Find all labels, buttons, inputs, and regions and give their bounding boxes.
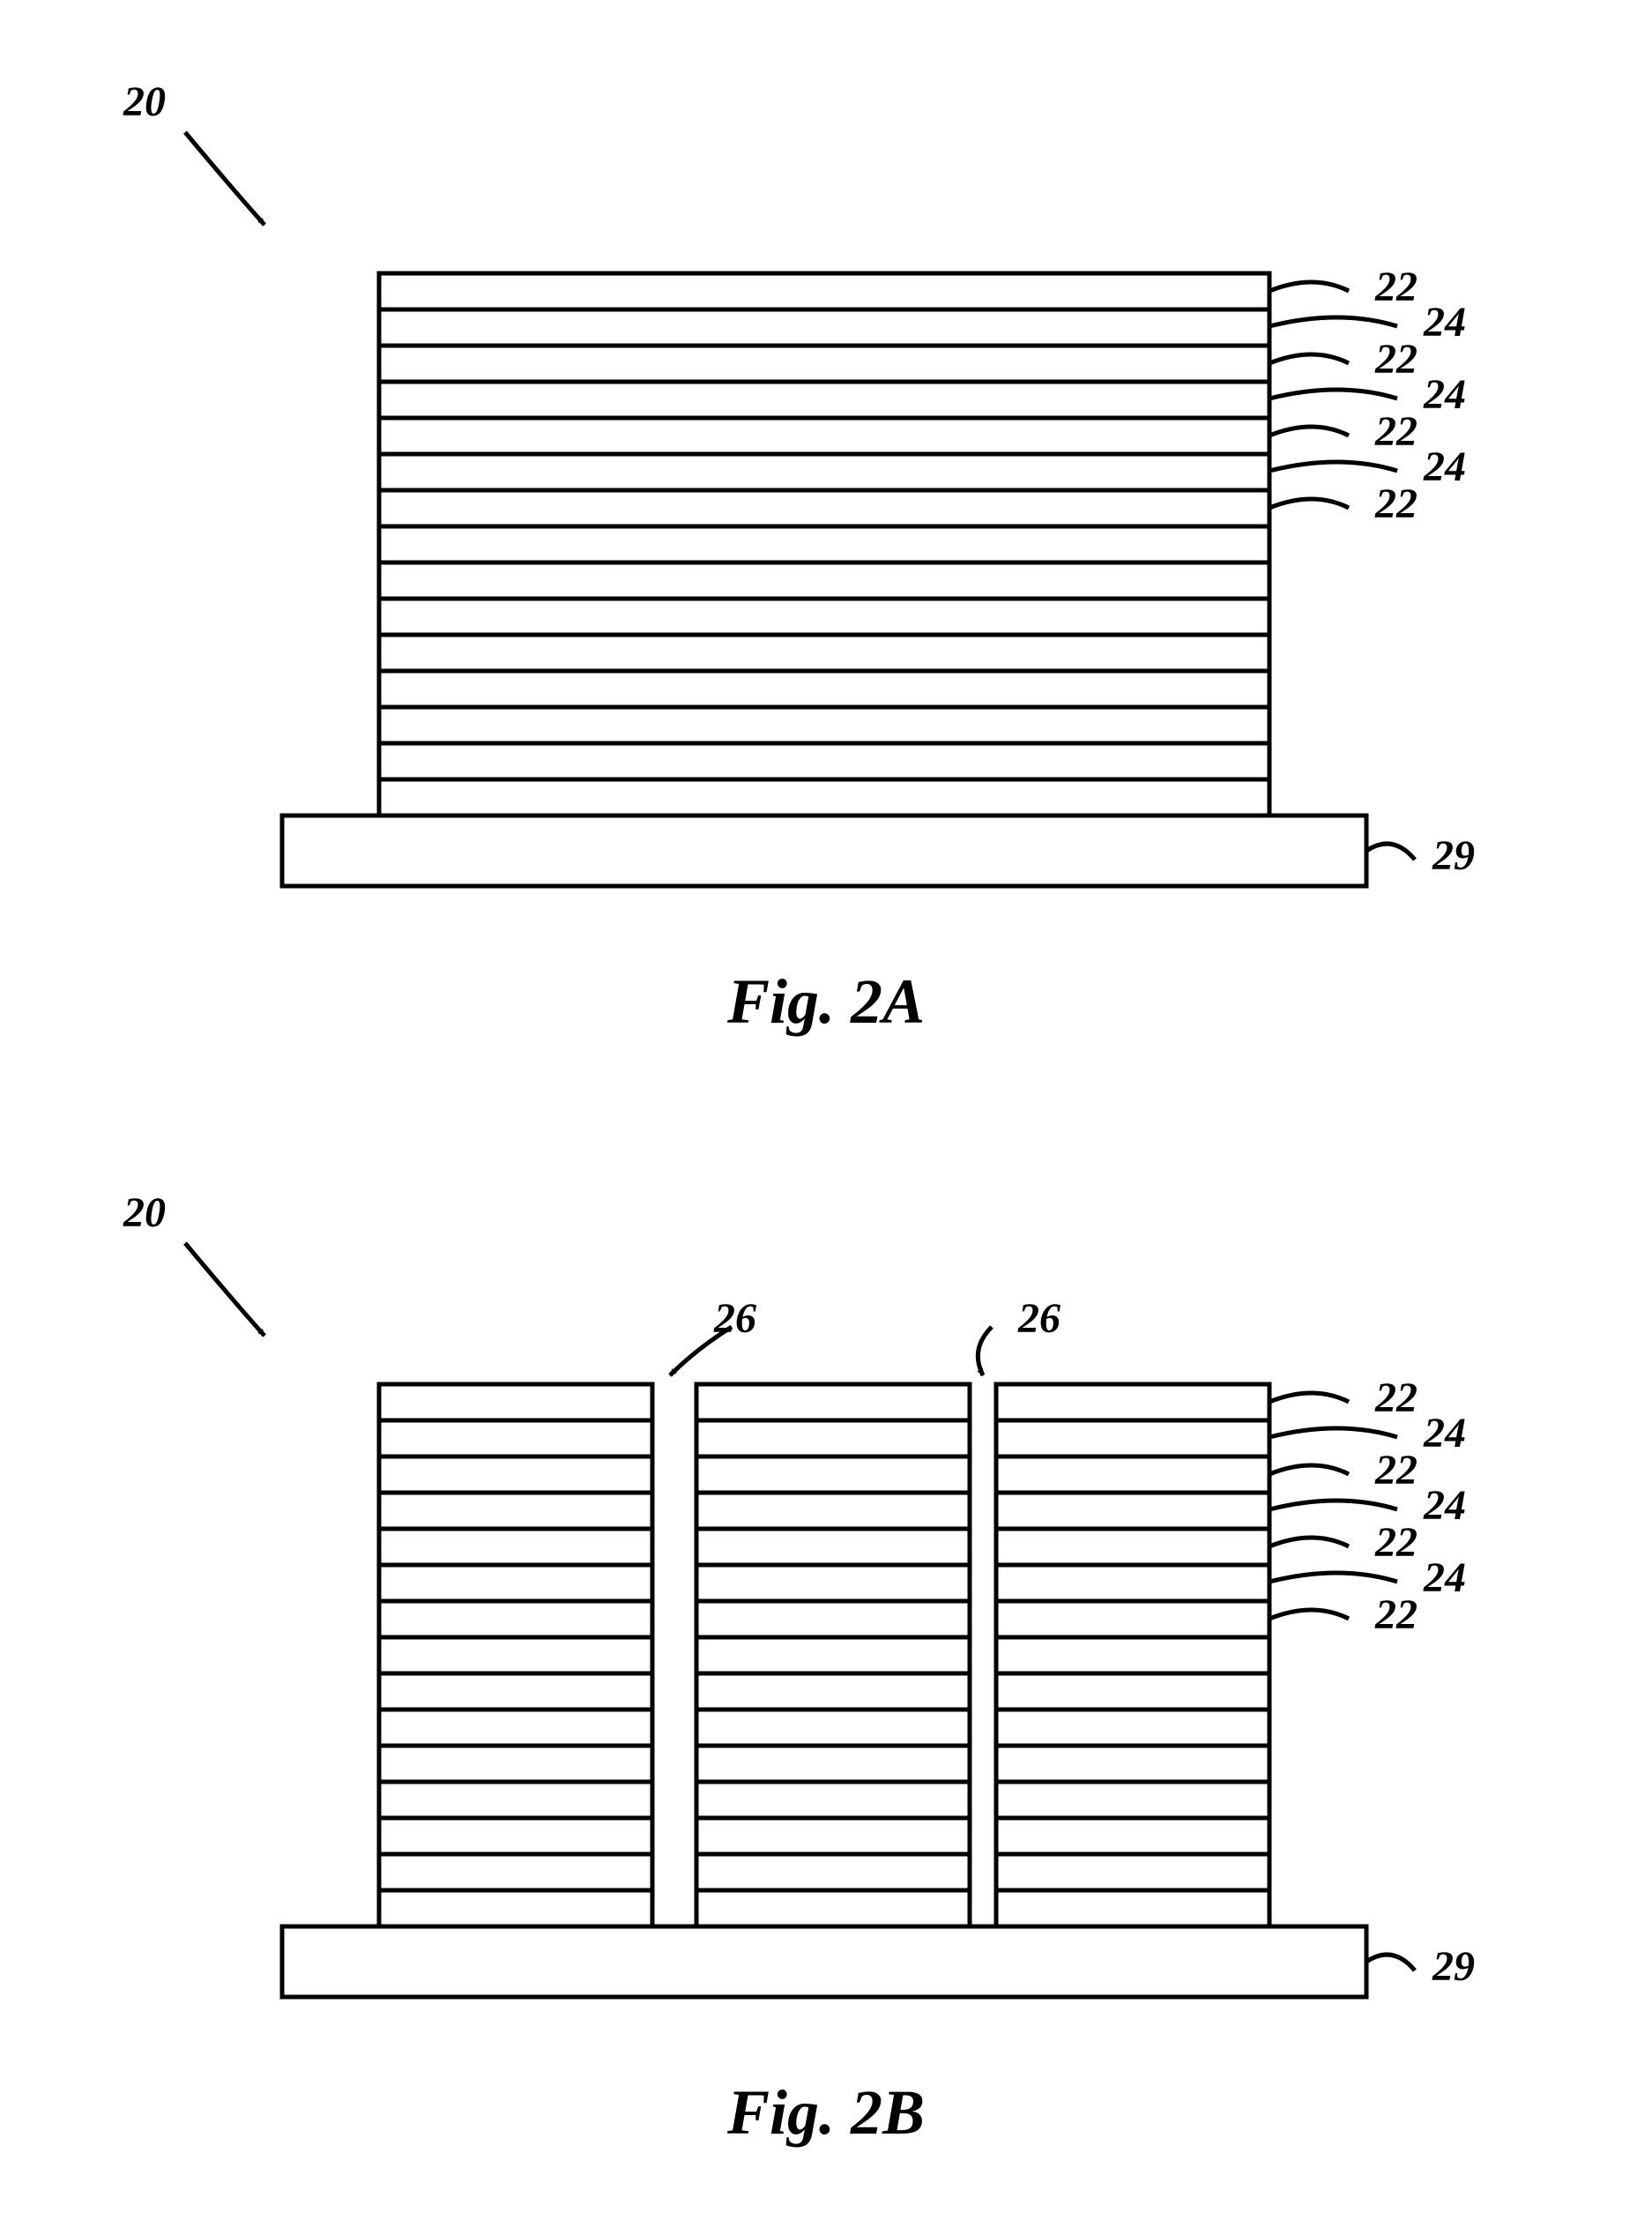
figB-layer-label-22-2: 22 <box>1374 1447 1418 1494</box>
figB-layer-label-22-0: 22 <box>1374 1374 1418 1421</box>
patent-figure-canvas: 202224222422242229Fig. 2A202626222422242… <box>0 0 1652 2220</box>
figB-gap-26-label-1: 26 <box>1017 1295 1060 1342</box>
figA-layer-label-22-0: 22 <box>1374 264 1418 310</box>
figA-layer-lead <box>1269 282 1349 291</box>
figB-base-lead <box>1366 1955 1415 1970</box>
figB-layer-label-24-3: 24 <box>1423 1482 1466 1529</box>
figA-ref-20-label: 20 <box>123 78 166 125</box>
figA-layer-lead <box>1269 390 1397 399</box>
figA-layer-lead <box>1269 499 1349 508</box>
figA-layer-lead <box>1269 354 1349 363</box>
figA-layer-label-24-3: 24 <box>1423 371 1466 418</box>
figB-layer-label-24-1: 24 <box>1423 1410 1466 1456</box>
figA-layer-label-22-6: 22 <box>1374 481 1418 527</box>
figB-layer-lead <box>1269 1428 1397 1437</box>
figB-layer-label-24-5: 24 <box>1423 1554 1466 1601</box>
figA-layer-lead <box>1269 317 1397 326</box>
figB-column-0 <box>379 1384 652 1926</box>
figB-layer-lead <box>1269 1610 1349 1619</box>
figA-base-lead <box>1366 844 1415 860</box>
figB-ref-20-label: 20 <box>123 1189 166 1236</box>
figA-stack-outline <box>379 273 1269 816</box>
figA-layer-label-24-1: 24 <box>1423 299 1466 346</box>
figB-base-label-29: 29 <box>1432 1943 1475 1990</box>
figA-layer-label-22-4: 22 <box>1374 408 1418 455</box>
figA-ref-20-arrow <box>185 132 264 225</box>
figA-layer-label-22-2: 22 <box>1374 336 1418 383</box>
figB-gap-26-arrow-0 <box>670 1327 732 1375</box>
figB-layer-lead <box>1269 1465 1349 1474</box>
figB-gap-26-arrow-1 <box>978 1327 992 1375</box>
figB-layer-label-22-6: 22 <box>1374 1591 1418 1638</box>
figA-substrate <box>282 816 1366 886</box>
figA-base-label-29: 29 <box>1432 832 1475 879</box>
figB-layer-lead <box>1269 1501 1397 1509</box>
figB-caption: Fig. 2B <box>726 2077 925 2148</box>
figA-layer-lead <box>1269 462 1397 471</box>
figB-layer-lead <box>1269 1538 1349 1546</box>
figA-layer-lead <box>1269 427 1349 436</box>
figB-layer-label-22-4: 22 <box>1374 1519 1418 1566</box>
figB-column-2 <box>996 1384 1269 1926</box>
figB-substrate <box>282 1926 1366 1997</box>
figB-column-1 <box>696 1384 970 1926</box>
figA-layer-label-24-5: 24 <box>1423 443 1466 490</box>
figA-caption: Fig. 2A <box>726 966 925 1037</box>
figB-ref-20-arrow <box>185 1243 264 1336</box>
figB-layer-lead <box>1269 1573 1397 1582</box>
figB-layer-lead <box>1269 1393 1349 1402</box>
